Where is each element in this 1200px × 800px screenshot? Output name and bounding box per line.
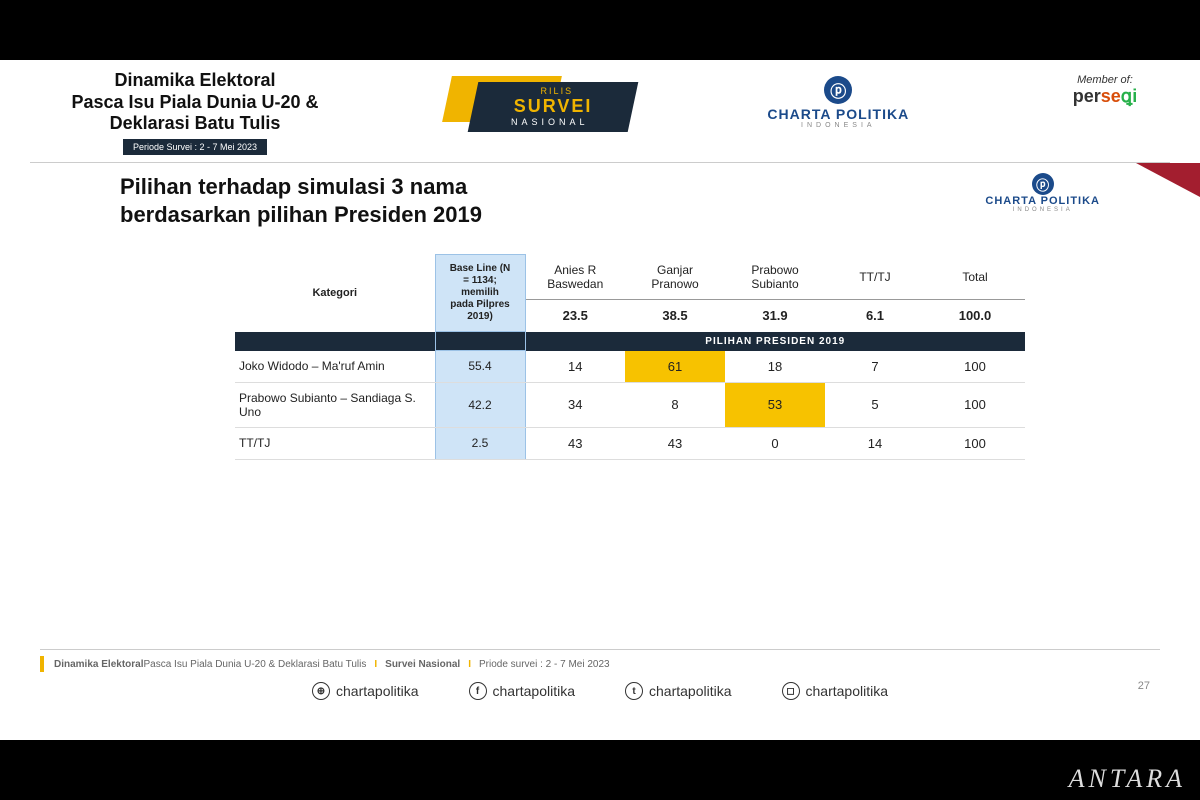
- antara-watermark: ANTARA: [1069, 764, 1186, 794]
- sum-anies: 23.5: [525, 300, 625, 332]
- cell: 43: [625, 427, 725, 459]
- footer-survei: Survei Nasional: [385, 659, 460, 670]
- social-twitter[interactable]: tchartapolitika: [625, 682, 732, 700]
- table-row: Prabowo Subianto – Sandiaga S. Uno42.234…: [235, 382, 1025, 427]
- cell: 8: [625, 382, 725, 427]
- cell: 14: [525, 351, 625, 383]
- col-kategori: Kategori: [235, 255, 435, 332]
- corner-accent: [1136, 163, 1200, 197]
- cp-mark-icon: ⓟ: [824, 76, 852, 104]
- col-total: Total: [925, 255, 1025, 300]
- globe-icon: ⊕: [312, 682, 330, 700]
- row-category: TT/TJ: [235, 427, 435, 459]
- social-instagram[interactable]: ◻chartapolitika: [782, 682, 889, 700]
- rilis-line-3: NASIONAL: [469, 117, 629, 127]
- table-row: Joko Widodo – Ma'ruf Amin55.41461187100: [235, 351, 1025, 383]
- table-row: TT/TJ2.54343014100: [235, 427, 1025, 459]
- persepi-logo: perseꝗi: [1040, 86, 1170, 107]
- footer-periode: Priode survei : 2 - 7 Mei 2023: [479, 659, 610, 670]
- cp-sub: INDONESIA: [723, 122, 953, 129]
- row-baseline: 2.5: [435, 427, 525, 459]
- cell: 53: [725, 382, 825, 427]
- rilis-survei-badge: RILIS SURVEI NASIONAL: [447, 76, 637, 136]
- charta-politika-logo: ⓟ CHARTA POLITIKA INDONESIA: [723, 76, 953, 129]
- rilis-line-2: SURVEI: [473, 96, 633, 117]
- header: Dinamika Elektoral Pasca Isu Piala Dunia…: [0, 60, 1200, 160]
- col-tttj: TT/TJ: [825, 255, 925, 300]
- rilis-line-1: RILIS: [476, 82, 636, 96]
- crosstab-table: Kategori Base Line (N = 1134; memilih pa…: [235, 254, 1025, 460]
- sum-total: 100.0: [925, 300, 1025, 332]
- social-facebook[interactable]: fchartapolitika: [469, 682, 576, 700]
- cell: 5: [825, 382, 925, 427]
- cell: 100: [925, 351, 1025, 383]
- cell: 0: [725, 427, 825, 459]
- col-prabowo: Prabowo Subianto: [725, 255, 825, 300]
- twitter-icon: t: [625, 682, 643, 700]
- cp-name: CHARTA POLITIKA: [723, 106, 953, 122]
- section-label: PILIHAN PRESIDEN 2019: [525, 332, 1025, 351]
- social-web[interactable]: ⊕chartapolitika: [312, 682, 419, 700]
- cp-sub-small: INDONESIA: [985, 207, 1100, 213]
- footer-title-bold: Dinamika Elektoral: [54, 659, 143, 670]
- social-links: ⊕chartapolitika fchartapolitika tchartap…: [40, 682, 1160, 700]
- col-baseline: Base Line (N = 1134; memilih pada Pilpre…: [435, 255, 525, 332]
- cell: 7: [825, 351, 925, 383]
- cp-name-small: CHARTA POLITIKA: [985, 195, 1100, 207]
- cell: 43: [525, 427, 625, 459]
- row-category: Prabowo Subianto – Sandiaga S. Uno: [235, 382, 435, 427]
- cell: 100: [925, 427, 1025, 459]
- footer-accent: [40, 656, 44, 672]
- cell: 100: [925, 382, 1025, 427]
- row-category: Joko Widodo – Ma'ruf Amin: [235, 351, 435, 383]
- row-baseline: 55.4: [435, 351, 525, 383]
- cell: 14: [825, 427, 925, 459]
- section-header-row: PILIHAN PRESIDEN 2019: [235, 332, 1025, 351]
- cell: 18: [725, 351, 825, 383]
- instagram-icon: ◻: [782, 682, 800, 700]
- title-line-2: Pasca Isu Piala Dunia U-20 &: [30, 92, 360, 114]
- footer-title-rest: Pasca Isu Piala Dunia U-20 & Deklarasi B…: [143, 659, 366, 670]
- cell: 34: [525, 382, 625, 427]
- footer: Dinamika Elektoral Pasca Isu Piala Dunia…: [0, 649, 1200, 700]
- col-anies: Anies R Baswedan: [525, 255, 625, 300]
- footer-meta: Dinamika Elektoral Pasca Isu Piala Dunia…: [40, 649, 1160, 672]
- title-line-3: Deklarasi Batu Tulis: [30, 113, 360, 135]
- report-title: Dinamika Elektoral Pasca Isu Piala Dunia…: [30, 70, 360, 155]
- col-ganjar: Ganjar Pranowo: [625, 255, 725, 300]
- period-badge: Periode Survei : 2 - 7 Mei 2023: [123, 139, 267, 155]
- row-baseline: 42.2: [435, 382, 525, 427]
- sum-tttj: 6.1: [825, 300, 925, 332]
- title-line-1: Dinamika Elektoral: [30, 70, 360, 92]
- sum-prabowo: 31.9: [725, 300, 825, 332]
- member-of: Member of: perseꝗi: [1040, 74, 1170, 107]
- facebook-icon: f: [469, 682, 487, 700]
- content: ⓟ CHARTA POLITIKA INDONESIA Pilihan terh…: [0, 163, 1200, 460]
- slide: Dinamika Elektoral Pasca Isu Piala Dunia…: [0, 60, 1200, 740]
- sum-ganjar: 38.5: [625, 300, 725, 332]
- cell: 61: [625, 351, 725, 383]
- member-label: Member of:: [1040, 74, 1170, 86]
- cp-mark-icon: ⓟ: [1032, 173, 1054, 195]
- cp-logo-small: ⓟ CHARTA POLITIKA INDONESIA: [985, 173, 1100, 213]
